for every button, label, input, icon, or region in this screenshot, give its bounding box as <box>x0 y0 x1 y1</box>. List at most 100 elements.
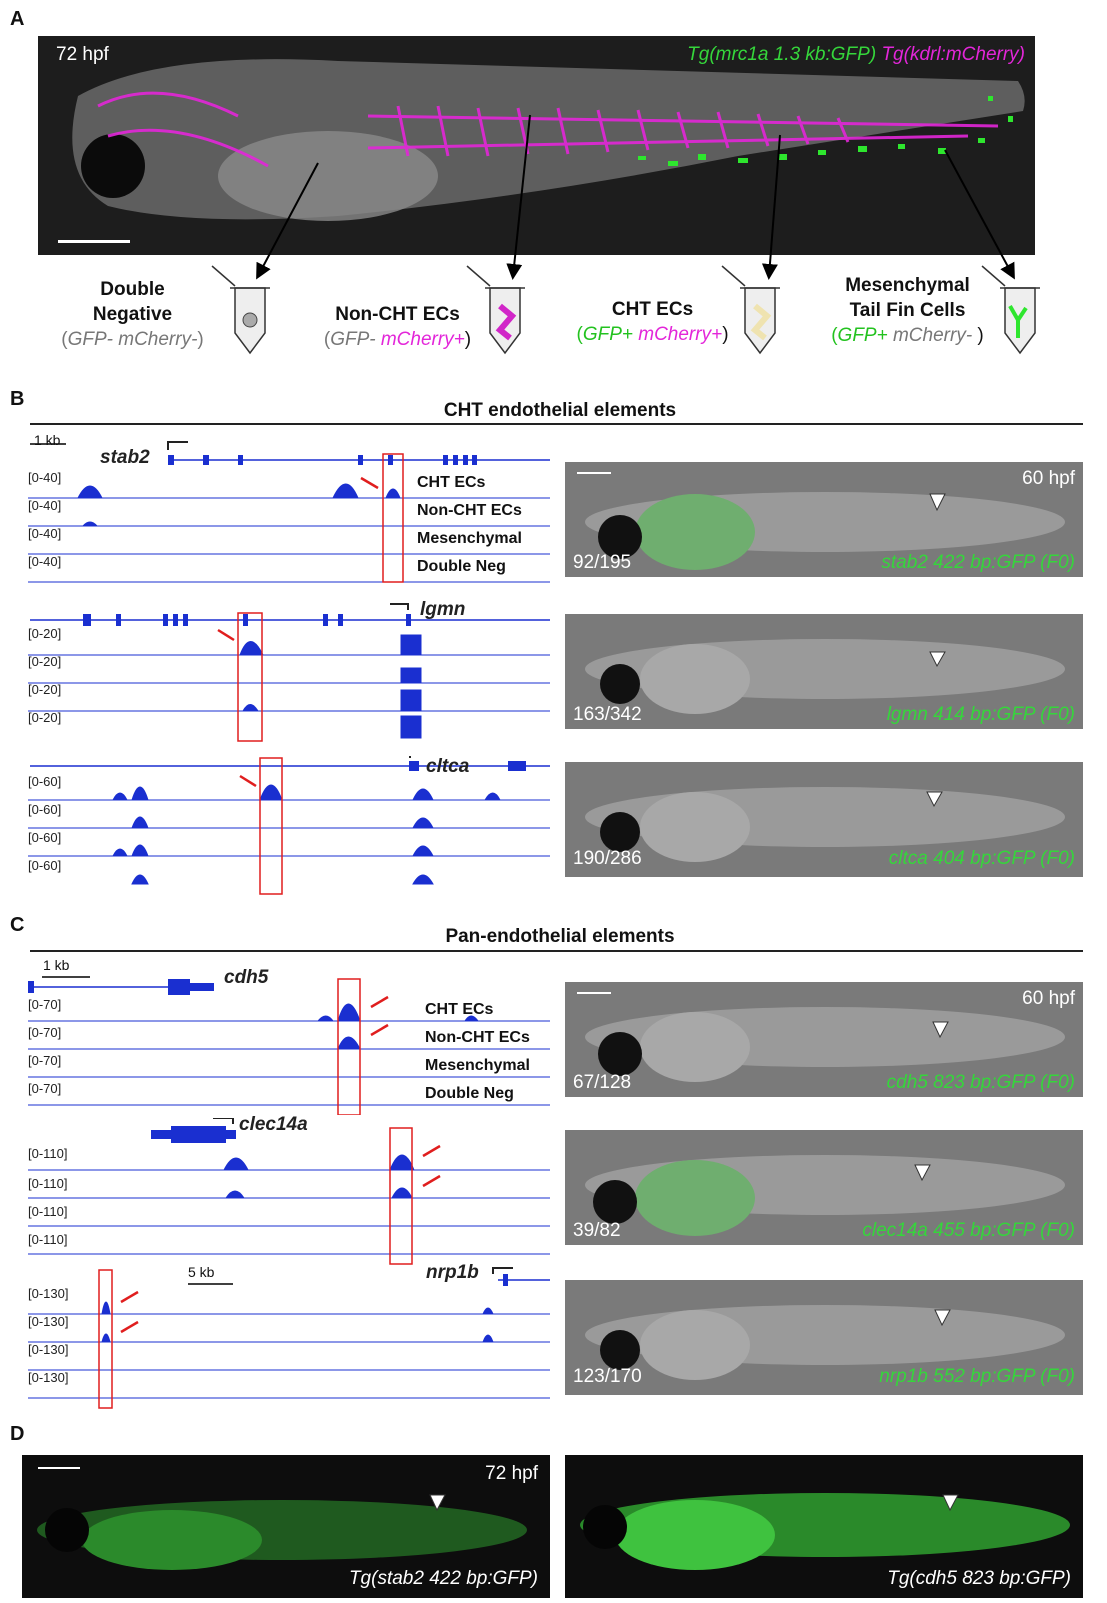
range-cltca-4: [0-60] <box>28 858 62 873</box>
range-clec14a-2: [0-110] <box>28 1176 68 1191</box>
range-stab2-2: [0-40] <box>28 498 62 513</box>
panel-letter-c: C <box>10 914 25 936</box>
tracks-lgmn-svg <box>28 603 550 742</box>
range-cdh5-2: [0-70] <box>28 1025 62 1040</box>
tube-name-4a: Mesenchymal <box>845 275 970 296</box>
tube-name-1a: Double <box>100 279 165 300</box>
tracks-nrp1b-svg <box>28 1267 550 1409</box>
stage-label: 72 hpf <box>56 44 109 65</box>
tube-label-double-negative: Double Negative (GFP- mCherry-) <box>61 279 204 350</box>
panel-c-rule <box>30 950 1083 952</box>
embryo-image-nrp1b: 123/170 nrp1b 552 bp:GFP (F0) <box>565 1280 1083 1395</box>
stable-line-cdh5-label: Tg(cdh5 823 bp:GFP) <box>887 1568 1071 1589</box>
row-c-mesenchymal: Mesenchymal <box>425 1057 530 1074</box>
tube-name-4b: Tail Fin Cells <box>849 300 966 321</box>
stable-line-stab2-label: Tg(stab2 422 bp:GFP) <box>348 1568 538 1589</box>
scale-label-c2: 5 kb <box>188 1264 215 1280</box>
embryo-image-cdh5: 60 hpf 67/128 cdh5 823 bp:GFP (F0) <box>565 982 1083 1097</box>
embryo-image-stab2: 60 hpf 92/195 stab2 422 bp:GFP (F0) <box>565 462 1083 577</box>
stage-label-c: 60 hpf <box>1022 988 1075 1009</box>
tube-name-2: Non-CHT ECs <box>335 304 460 325</box>
panel-b-rule <box>30 423 1083 425</box>
range-nrp1b-2: [0-130] <box>28 1314 69 1329</box>
tube-name-1b: Negative <box>92 304 173 325</box>
track-group-clec14a: clec14a [0-110] [0-110] [0-110] [0-110] <box>28 1114 553 1266</box>
row-double-neg: Double Neg <box>417 558 506 575</box>
sorting-arrows <box>256 114 1015 280</box>
fraction-stab2: 92/195 <box>573 552 632 573</box>
panel-letter-a: A <box>10 8 25 30</box>
construct-stab2: stab2 422 bp:GFP (F0) <box>881 552 1075 573</box>
construct-cdh5: cdh5 823 bp:GFP (F0) <box>886 1072 1075 1093</box>
fraction-lgmn: 163/342 <box>573 704 642 725</box>
range-stab2-3: [0-40] <box>28 526 62 541</box>
range-nrp1b-4: [0-130] <box>28 1370 69 1385</box>
scale-label-c: 1 kb <box>43 957 70 973</box>
row-non-cht-ecs: Non-CHT ECs <box>417 502 522 519</box>
range-cdh5-4: [0-70] <box>28 1081 62 1096</box>
range-nrp1b-3: [0-130] <box>28 1342 69 1357</box>
range-nrp1b-1: [0-130] <box>28 1286 69 1301</box>
range-clec14a-1: [0-110] <box>28 1146 68 1161</box>
stage-label-b: 60 hpf <box>1022 468 1075 489</box>
panel-b-title: CHT endothelial elements <box>443 400 677 421</box>
gene-clec14a: clec14a <box>239 1114 308 1135</box>
stage-label-d: 72 hpf <box>485 1463 538 1484</box>
track-group-cltca: cltca [0-60] [0-60] [0-60] [0-60] <box>28 751 553 896</box>
track-group-stab2: 1 kb stab2 [0-40] [0-40] [0-40] [0-40] C… <box>28 432 553 584</box>
tube-label-mesenchymal: Mesenchymal Tail Fin Cells (GFP+ mCherry… <box>831 275 984 346</box>
range-stab2-4: [0-40] <box>28 554 62 569</box>
tube-label-cht: CHT ECs (GFP+ mCherry+) <box>576 299 729 345</box>
legend-green: Tg(mrc1a 1.3 kb:GFP) <box>687 44 877 65</box>
fraction-cltca: 190/286 <box>573 848 642 869</box>
track-group-lgmn: lgmn [0-20] [0-20] [0-20] [0-20] <box>28 598 553 746</box>
range-lgmn-2: [0-20] <box>28 654 62 669</box>
track-group-cdh5: 1 kb cdh5 [0-70] [0-70] [0-70] [0-70] CH… <box>28 955 553 1116</box>
fish-overview-image: 72 hpf Tg(mrc1a 1.3 kb:GFP) Tg(kdrl:mChe… <box>38 36 1035 255</box>
construct-lgmn: lgmn 414 bp:GFP (F0) <box>886 704 1075 725</box>
row-c-non-cht-ecs: Non-CHT ECs <box>425 1029 530 1046</box>
panel-letter-b: B <box>10 388 25 410</box>
stable-line-cdh5-image: Tg(cdh5 823 bp:GFP) <box>565 1455 1083 1598</box>
range-clec14a-4: [0-110] <box>28 1232 68 1247</box>
gene-nrp1b: nrp1b <box>426 1262 479 1283</box>
tracks-cltca-svg <box>28 751 550 895</box>
row-c-double-neg: Double Neg <box>425 1085 514 1102</box>
gene-cltca: cltca <box>426 756 470 777</box>
range-cdh5-1: [0-70] <box>28 997 62 1012</box>
tracks-stab2-svg <box>28 441 550 583</box>
range-stab2-1: [0-40] <box>28 470 62 485</box>
legend-magenta: Tg(kdrl:mCherry) <box>881 44 1025 65</box>
construct-cltca: cltca 404 bp:GFP (F0) <box>888 848 1075 869</box>
range-clec14a-3: [0-110] <box>28 1204 68 1219</box>
construct-nrp1b: nrp1b 552 bp:GFP (F0) <box>879 1366 1075 1387</box>
row-c-cht-ecs: CHT ECs <box>425 1001 494 1018</box>
construct-clec14a: clec14a 455 bp:GFP (F0) <box>862 1220 1075 1241</box>
tube-name-3: CHT ECs <box>611 299 694 320</box>
track-group-nrp1b: 5 kb nrp1b [0-130] [0-130] [0-130] [0-13… <box>28 1262 553 1410</box>
gene-lgmn: lgmn <box>420 599 466 620</box>
embryo-image-clec14a: 39/82 clec14a 455 bp:GFP (F0) <box>565 1130 1083 1245</box>
gene-stab2: stab2 <box>100 447 150 468</box>
row-mesenchymal: Mesenchymal <box>417 530 522 547</box>
fraction-clec14a: 39/82 <box>573 1220 621 1241</box>
range-lgmn-1: [0-20] <box>28 626 62 641</box>
scale-label-b: 1 kb <box>34 432 61 448</box>
embryo-image-lgmn: 163/342 lgmn 414 bp:GFP (F0) <box>565 614 1083 729</box>
tubes <box>211 265 1040 355</box>
range-cltca-3: [0-60] <box>28 830 62 845</box>
tube-label-non-cht: Non-CHT ECs (GFP- mCherry+) <box>323 304 472 350</box>
stable-line-stab2-image: 72 hpf Tg(stab2 422 bp:GFP) <box>22 1455 550 1598</box>
embryo-image-cltca: 190/286 cltca 404 bp:GFP (F0) <box>565 762 1083 877</box>
fraction-cdh5: 67/128 <box>573 1072 632 1093</box>
panel-c-title: Pan-endothelial elements <box>445 926 675 947</box>
range-cltca-1: [0-60] <box>28 774 62 789</box>
transgene-legend: Tg(mrc1a 1.3 kb:GFP) Tg(kdrl:mCherry) <box>687 44 1025 66</box>
row-cht-ecs: CHT ECs <box>417 474 486 491</box>
range-lgmn-3: [0-20] <box>28 682 62 697</box>
gene-cdh5: cdh5 <box>224 967 269 988</box>
range-lgmn-4: [0-20] <box>28 710 62 725</box>
range-cltca-2: [0-60] <box>28 802 62 817</box>
fraction-nrp1b: 123/170 <box>573 1366 642 1387</box>
range-cdh5-3: [0-70] <box>28 1053 62 1068</box>
